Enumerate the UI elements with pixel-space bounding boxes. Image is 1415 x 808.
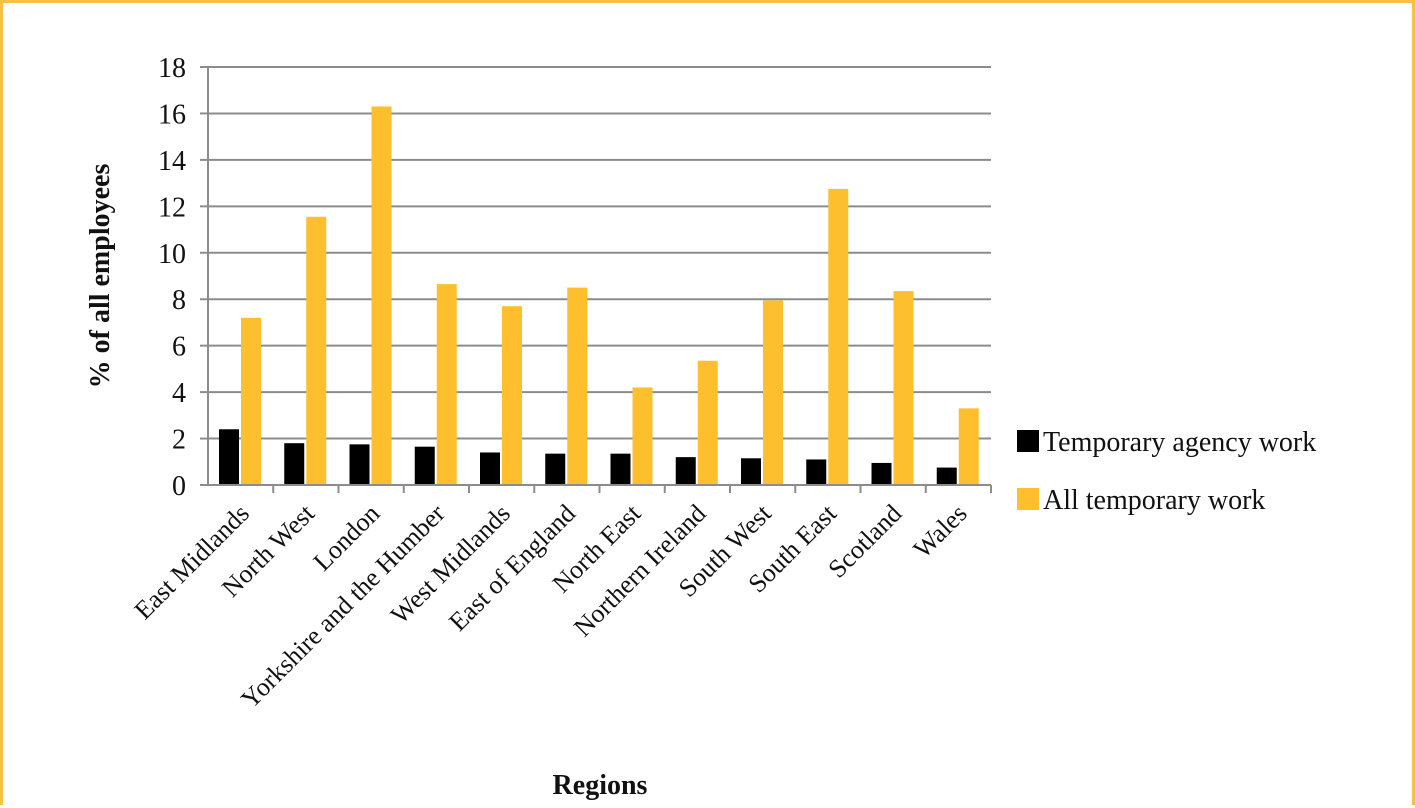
bar-all-temporary-work [958,408,979,485]
y-tick-labels: 0 2 4 6 8 10 12 14 16 18 [158,53,186,502]
bar-temporary-agency-work [284,443,305,485]
bar-temporary-agency-work [480,452,500,485]
bar-all-temporary-work [697,360,718,485]
y-axis-title: % of all employees [85,164,116,389]
bar-all-temporary-work [763,300,783,485]
y-tick-label: 18 [158,53,186,84]
legend-swatch [1017,488,1039,510]
y-tick-label: 2 [172,425,186,456]
bar-temporary-agency-work [219,429,239,485]
bar-temporary-agency-work [936,467,957,485]
x-tick-label: Wales [908,499,973,564]
bar-temporary-agency-work [806,459,827,485]
y-tick-label: 6 [172,332,186,363]
bar-temporary-agency-work [675,457,696,485]
bar-all-temporary-work [828,188,849,485]
bar-all-temporary-work [436,284,457,485]
legend-label: Temporary agency work [1043,427,1316,458]
bar-all-temporary-work [502,306,522,485]
bar-temporary-agency-work [349,444,370,485]
bar-all-temporary-work [306,216,327,486]
bar-temporary-agency-work [545,453,566,485]
axes [207,67,991,486]
bars [219,106,992,493]
bar-temporary-agency-work [414,446,435,485]
bar-all-temporary-work [632,387,653,485]
legend-swatch [1017,430,1039,452]
bar-temporary-agency-work [871,462,892,485]
x-axis-title: Regions [553,770,648,801]
legend: Temporary agency work All temporary work [1017,427,1316,516]
y-tick-label: 4 [172,378,186,409]
bar-temporary-agency-work [610,453,631,485]
bar-all-temporary-work [371,106,392,485]
y-tick-label: 0 [172,471,186,502]
bar-all-temporary-work [567,287,588,485]
bar-all-temporary-work [241,317,261,485]
bar-temporary-agency-work [741,458,761,485]
y-tick-label: 16 [158,99,186,130]
gridlines [200,66,991,486]
x-tick-label: Scotland [823,499,908,584]
y-tick-label: 8 [172,285,186,316]
y-tick-label: 14 [158,146,186,177]
y-tick-label: 10 [158,239,186,270]
y-tick-label: 12 [158,192,186,223]
bar-all-temporary-work [893,291,914,485]
legend-label: All temporary work [1043,485,1265,516]
